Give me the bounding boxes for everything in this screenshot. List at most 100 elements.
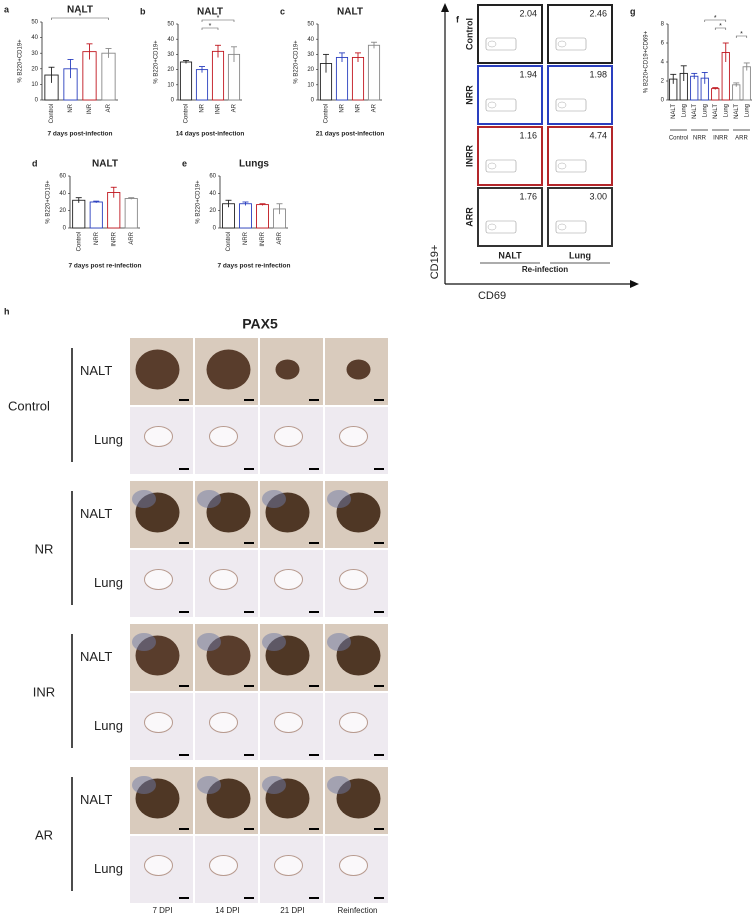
gate-percent: 2.46: [589, 8, 607, 18]
flow-plot: [477, 187, 543, 247]
tissue-halo: [132, 490, 156, 508]
tissue-halo: [327, 776, 351, 794]
y-tick-label: 20: [209, 208, 216, 214]
x-tick-label: Control: [76, 232, 82, 251]
y-tick-label: 0: [63, 226, 67, 232]
row-label: NALT: [80, 792, 112, 807]
bar: [742, 66, 751, 101]
significance-label: *: [740, 31, 743, 38]
x-tick-label: NR: [68, 103, 74, 112]
x-axis-label: 7 days post-infection: [47, 131, 112, 138]
chart-title: NALT: [92, 159, 118, 170]
y-tick-label: 40: [307, 37, 314, 43]
airway: [209, 426, 238, 447]
airway: [144, 569, 173, 590]
flow-population: [557, 162, 567, 170]
bar: [89, 201, 103, 229]
x-tick-label: AR: [106, 103, 112, 112]
gate-percent: 1.76: [519, 191, 537, 201]
significance-bracket: [201, 27, 219, 30]
panel-letter: h: [4, 306, 10, 316]
row-label: Lung: [94, 575, 123, 590]
y-tick-label: 60: [209, 174, 216, 180]
panel-letter: g: [630, 6, 636, 16]
flow-gate: [485, 98, 517, 112]
x-tick-label: ARR: [129, 231, 135, 244]
airway: [274, 426, 303, 447]
row-label: NALT: [80, 363, 112, 378]
x-tick-label: Lung: [723, 104, 729, 117]
y-tick-label: 10: [307, 82, 314, 88]
chart-title: NALT: [197, 7, 223, 18]
bar: [335, 56, 349, 101]
significance-label: *: [209, 23, 212, 30]
airway: [144, 712, 173, 733]
airway: [144, 855, 173, 876]
airway: [274, 712, 303, 733]
y-tick-label: 50: [167, 22, 174, 28]
x-tick-label: NRR: [243, 231, 249, 245]
significance-label: *: [719, 23, 722, 30]
x-tick-label: Lung: [744, 104, 750, 117]
airway: [339, 855, 368, 876]
group-label: Re-infection: [522, 265, 568, 274]
gate-percent: 1.94: [519, 69, 537, 79]
flow-plot: [477, 4, 543, 64]
bar: [351, 56, 365, 101]
chart-title: NALT: [67, 5, 93, 16]
tissue-halo: [327, 633, 351, 651]
y-tick-label: 50: [307, 22, 314, 28]
bar: [72, 199, 86, 229]
row-label: Lung: [94, 861, 123, 876]
x-tick-label: NR: [356, 103, 362, 112]
flow-gate: [485, 220, 517, 234]
flow-plot: [547, 187, 613, 247]
y-tick-label: 10: [31, 82, 38, 88]
y-tick-label: 0: [171, 98, 175, 104]
flow-gate: [555, 159, 587, 173]
significance-bracket: [735, 35, 748, 38]
y-tick-label: 20: [31, 66, 38, 72]
airway: [339, 712, 368, 733]
flow-population: [487, 162, 497, 170]
x-tick-label: NALT: [692, 104, 698, 119]
y-tick-label: 10: [167, 82, 174, 88]
significance-bracket: [51, 17, 109, 20]
panel-letter: a: [4, 4, 10, 14]
column-label: 7 DPI: [152, 906, 172, 915]
y-tick-label: 8: [661, 22, 665, 28]
panel-letter: c: [280, 6, 285, 16]
tissue-stain: [275, 359, 300, 380]
x-tick-label: NR: [200, 103, 206, 112]
flow-gate: [555, 98, 587, 112]
group-label: NR: [35, 541, 54, 556]
flow-population: [487, 101, 497, 109]
bar: [107, 192, 121, 229]
flow-population: [487, 40, 497, 48]
column-label: 14 DPI: [215, 906, 239, 915]
significance-bracket: [704, 19, 727, 22]
bar: [367, 44, 381, 101]
significance-bracket: [714, 27, 727, 30]
y-tick-label: 20: [307, 67, 314, 73]
group-label: NRR: [693, 136, 707, 142]
y-tick-label: 60: [59, 174, 66, 180]
flow-plot: [547, 126, 613, 186]
x-tick-label: AR: [372, 103, 378, 112]
tissue-halo: [132, 776, 156, 794]
y-axis-label: CD19+: [429, 245, 441, 280]
x-axis-label: 7 days post re-infection: [69, 263, 142, 270]
bar: [239, 203, 252, 229]
x-arrowhead: [630, 280, 639, 288]
y-tick-label: 30: [167, 52, 174, 58]
significance-bracket: [201, 19, 235, 22]
flow-plot: [477, 65, 543, 125]
row-label: Lung: [94, 718, 123, 733]
y-axis-label: % B220+CD19+: [294, 40, 300, 84]
tissue-halo: [197, 776, 221, 794]
flow-population: [487, 223, 497, 231]
row-label: ARR: [464, 207, 474, 227]
row-label: NALT: [80, 649, 112, 664]
airway: [339, 426, 368, 447]
